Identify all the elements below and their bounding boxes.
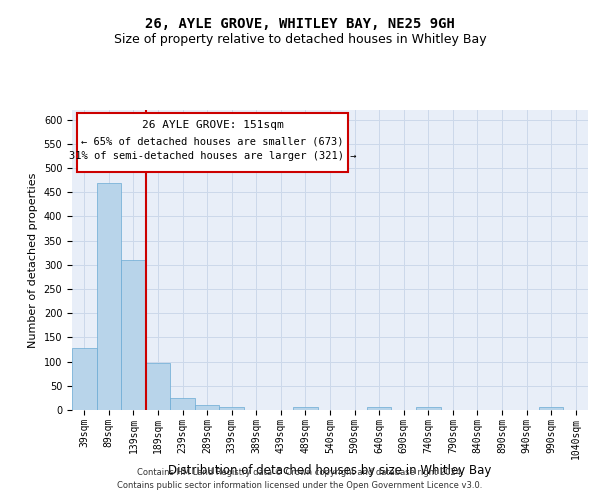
Bar: [293, 407, 318, 410]
Text: ← 65% of detached houses are smaller (673): ← 65% of detached houses are smaller (67…: [82, 136, 344, 146]
Text: Size of property relative to detached houses in Whitley Bay: Size of property relative to detached ho…: [113, 32, 487, 46]
Text: 31% of semi-detached houses are larger (321) →: 31% of semi-detached houses are larger (…: [69, 152, 356, 162]
X-axis label: Distribution of detached houses by size in Whitley Bay: Distribution of detached houses by size …: [169, 464, 491, 477]
Text: 26 AYLE GROVE: 151sqm: 26 AYLE GROVE: 151sqm: [142, 120, 283, 130]
Bar: [195, 405, 220, 410]
Text: 26, AYLE GROVE, WHITLEY BAY, NE25 9GH: 26, AYLE GROVE, WHITLEY BAY, NE25 9GH: [145, 18, 455, 32]
Bar: [539, 407, 563, 410]
Bar: [416, 407, 440, 410]
FancyBboxPatch shape: [77, 113, 348, 172]
Bar: [72, 348, 97, 410]
Bar: [146, 363, 170, 410]
Bar: [170, 398, 195, 410]
Bar: [367, 407, 391, 410]
Bar: [97, 182, 121, 410]
Y-axis label: Number of detached properties: Number of detached properties: [28, 172, 38, 348]
Bar: [121, 260, 146, 410]
Text: Contains public sector information licensed under the Open Government Licence v3: Contains public sector information licen…: [118, 480, 482, 490]
Text: Contains HM Land Registry data © Crown copyright and database right 2024.: Contains HM Land Registry data © Crown c…: [137, 468, 463, 477]
Bar: [220, 407, 244, 410]
